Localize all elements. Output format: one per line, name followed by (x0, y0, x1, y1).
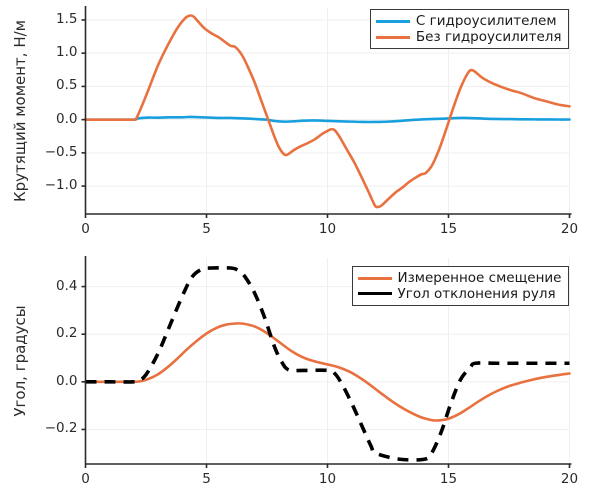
legend-swatch-blue (375, 14, 410, 28)
x-tick-label: 20 (560, 471, 579, 487)
y-tick-label: 1.5 (56, 10, 78, 27)
y-tick-label: 0.4 (56, 277, 78, 294)
y-tick-label: 0.2 (56, 325, 78, 342)
legend-label-measured-displacement: Измеренное смещение (397, 270, 562, 286)
y-tick-label: 0.5 (56, 77, 78, 94)
legend-swatch-black-dashed (357, 287, 392, 301)
x-tick-label: 15 (439, 471, 458, 487)
legend-item-measured-displacement[interactable]: Измеренное смещение (357, 270, 562, 286)
legend-label-steering-angle: Угол отклонения руля (397, 286, 556, 302)
legend-label-without-booster: Без гидроусилителя (415, 29, 562, 45)
x-tick-label: 5 (202, 221, 211, 237)
legend-label-with-booster: С гидроусилителем (415, 13, 557, 29)
y-tick-label: −1.0 (44, 177, 78, 194)
legend-item-steering-angle[interactable]: Угол отклонения руля (357, 286, 562, 302)
x-tick-label: 5 (202, 471, 211, 487)
y-tick-label: 0.0 (56, 372, 78, 389)
x-tick-label: 0 (81, 471, 90, 487)
y-tick-label: −0.2 (44, 420, 78, 437)
series-line-2 (85, 265, 570, 462)
legend-torque[interactable]: С гидроусилителем Без гидроусилителя (369, 9, 569, 49)
x-tick-label: 10 (318, 471, 337, 487)
y-tick-label: −0.5 (44, 143, 78, 160)
legend-swatch-orange (357, 271, 392, 285)
x-tick-label: 10 (318, 221, 337, 237)
legend-angle[interactable]: Измеренное смещение Угол отклонения руля (351, 266, 569, 306)
x-tick-label: 20 (560, 221, 579, 237)
panel-angle: Угол, градусы Измеренное смещение Угол о… (0, 250, 600, 500)
y-tick-label: 1.0 (56, 44, 78, 61)
y-tick-label: 0.0 (56, 110, 78, 127)
x-tick-label: 15 (439, 221, 458, 237)
plot-area-angle (81, 256, 572, 468)
legend-item-without-booster[interactable]: Без гидроусилителя (375, 29, 562, 45)
panel-torque: Крутящий момент, Н/м С гидроусилителем Б… (11, 6, 579, 237)
series-line-2 (84, 14, 571, 209)
legend-item-with-booster[interactable]: С гидроусилителем (375, 13, 562, 29)
series-line-1 (84, 322, 571, 422)
plot-area-torque (81, 6, 572, 218)
series-line-1 (84, 115, 571, 124)
x-tick-label: 0 (81, 221, 90, 237)
legend-swatch-orange (375, 30, 410, 44)
